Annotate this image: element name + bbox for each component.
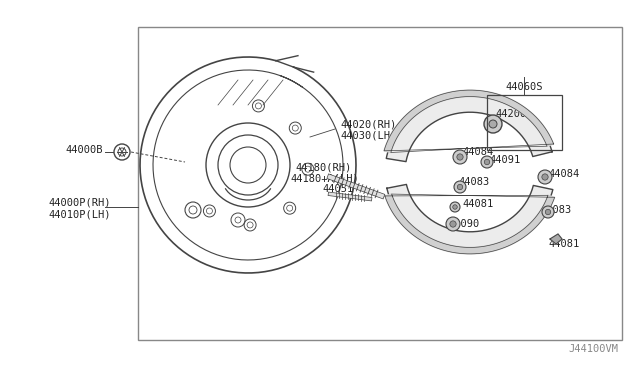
Circle shape [454,181,466,193]
Text: 44180+A(LH): 44180+A(LH) [290,173,359,183]
Text: 44083: 44083 [540,205,572,215]
Circle shape [450,221,456,227]
Text: 44000B: 44000B [65,145,102,155]
Text: 44090: 44090 [448,219,479,229]
Text: 44000P(RH): 44000P(RH) [48,197,111,207]
Polygon shape [384,90,554,153]
Text: 44010P(LH): 44010P(LH) [48,209,111,219]
Text: 44180(RH): 44180(RH) [295,162,351,172]
Text: 44081: 44081 [462,199,493,209]
Text: 44081: 44081 [548,239,579,249]
Bar [487,95,562,150]
Text: 44091: 44091 [489,155,520,165]
Text: 44084: 44084 [462,147,493,157]
Circle shape [484,115,502,133]
Text: 44051: 44051 [322,184,353,194]
Text: 44200: 44200 [495,109,526,119]
Polygon shape [387,94,552,161]
Circle shape [538,170,552,184]
Polygon shape [385,194,555,254]
Circle shape [453,150,467,164]
Circle shape [484,159,490,165]
Text: 44084: 44084 [548,169,579,179]
Circle shape [452,205,457,209]
Polygon shape [387,185,553,250]
Circle shape [542,174,548,180]
Circle shape [450,202,460,212]
Polygon shape [550,234,562,244]
Circle shape [545,209,550,215]
Circle shape [489,120,497,128]
Bar [138,27,622,340]
Circle shape [446,217,460,231]
Text: 44030(LH): 44030(LH) [340,130,396,140]
Circle shape [457,154,463,160]
Text: 44060S: 44060S [505,82,543,92]
Circle shape [542,206,554,218]
Circle shape [458,184,463,190]
Text: 44020(RH): 44020(RH) [340,119,396,129]
Text: 44083: 44083 [458,177,489,187]
Circle shape [481,156,493,168]
Text: J44100VM: J44100VM [568,344,618,354]
